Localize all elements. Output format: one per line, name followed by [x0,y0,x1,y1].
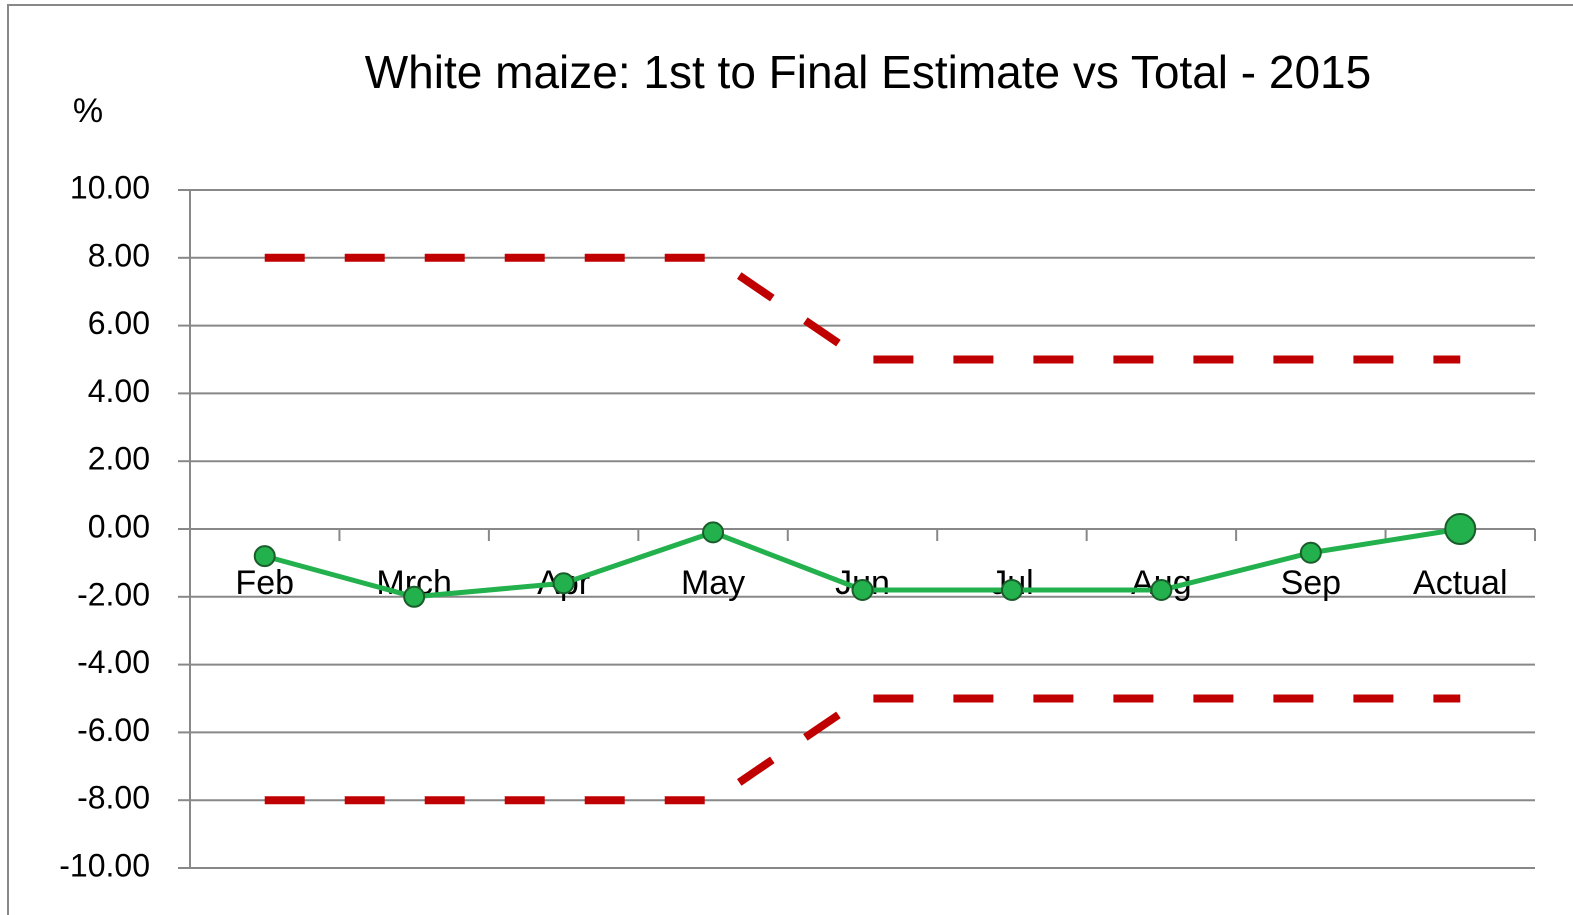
chart-title: White maize: 1st to Final Estimate vs To… [365,46,1371,98]
data-point [1299,541,1322,564]
data-point [1000,579,1023,602]
y-tick-label: -4.00 [77,644,150,680]
y-tick-label: 0.00 [88,508,150,544]
y-axis-label: % [73,92,103,130]
y-tick-label: 10.00 [70,169,150,205]
y-tick-label: -10.00 [59,847,150,883]
data-point [702,521,725,544]
data-point [552,572,575,595]
data-point [1150,579,1173,602]
x-tick-label: Feb [235,564,294,602]
data-point [1444,513,1477,545]
y-tick-label: 4.00 [88,373,150,409]
x-tick-label: May [681,564,745,602]
y-tick-label: -6.00 [77,712,150,748]
x-tick-label: Sep [1281,564,1342,602]
y-tick-label: 2.00 [88,441,150,477]
chart-frame [7,4,1573,915]
data-point [851,579,874,602]
y-tick-label: 8.00 [88,237,150,273]
x-tick-label: Actual [1413,564,1508,602]
data-point [403,585,426,608]
series-line [264,253,1461,364]
data-point [253,545,276,568]
y-tick-label: -8.00 [77,780,150,816]
y-tick-label: -2.00 [77,576,150,612]
series-line [264,694,1461,805]
y-tick-label: 6.00 [88,305,150,341]
